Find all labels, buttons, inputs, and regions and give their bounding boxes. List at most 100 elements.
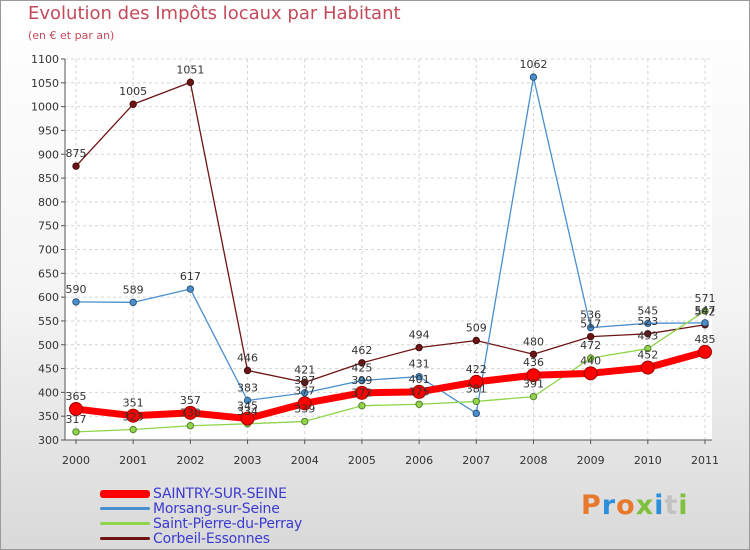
logo-letter: P xyxy=(581,490,602,521)
data-point-saintry-sur-seine xyxy=(698,344,712,359)
data-label-saint-pierre-du-perray: 571 xyxy=(695,292,716,305)
x-tick-label: 2011 xyxy=(691,454,719,467)
data-point-corbeil-essonnes xyxy=(586,332,595,341)
x-tick-label: 2000 xyxy=(62,454,90,467)
data-point-morsang-sur-seine xyxy=(72,298,80,306)
data-label-saintry-sur-seine: 485 xyxy=(695,333,716,346)
series xyxy=(69,73,712,436)
legend-label-saintry: SAINTRY-SUR-SEINE xyxy=(153,485,287,502)
data-label-saint-pierre-du-perray: 493 xyxy=(637,330,658,343)
data-point-saintry-sur-seine xyxy=(583,366,598,381)
data-point-morsang-sur-seine xyxy=(701,319,709,327)
data-point-saint-pierre-du-perray xyxy=(72,428,80,436)
data-label-morsang-sur-seine: 545 xyxy=(637,304,658,317)
data-point-corbeil-essonnes xyxy=(472,336,480,345)
data-point-corbeil-essonnes xyxy=(72,162,80,170)
chart-title: Evolution des Impôts locaux par Habitant xyxy=(28,3,401,24)
data-labels: 875 1005 1051 446 421 462 494 509 480 517 523 542 59… xyxy=(66,58,716,426)
data-label-corbeil-essonnes: 542 xyxy=(695,306,716,319)
data-label-corbeil-essonnes: 509 xyxy=(466,321,487,334)
data-point-saintry-sur-seine xyxy=(354,385,369,400)
data-point-morsang-sur-seine xyxy=(243,396,252,405)
legend-swatch-corbeil xyxy=(100,537,150,540)
data-point-saint-pierre-du-perray xyxy=(644,344,652,353)
legend-label-morsang: Morsang-sur-Seine xyxy=(153,500,280,517)
x-tick-label: 2009 xyxy=(577,454,605,467)
data-label-corbeil-essonnes: 517 xyxy=(580,318,601,331)
data-label-corbeil-essonnes: 462 xyxy=(351,344,372,357)
data-label-saintry-sur-seine: 365 xyxy=(66,390,87,403)
y-tick-label: 400 xyxy=(38,386,59,399)
legend-item-saint-pierre: Saint-Pierre-du-Perray xyxy=(100,515,303,532)
data-label-morsang-sur-seine: 425 xyxy=(351,361,372,374)
y-tick-label: 1100 xyxy=(31,53,59,66)
data-point-saintry-sur-seine xyxy=(526,368,541,383)
data-label-morsang-sur-seine: 431 xyxy=(409,358,430,371)
data-label-saint-pierre-du-perray: 339 xyxy=(294,402,315,415)
data-point-corbeil-essonnes xyxy=(243,366,252,375)
legend-label-corbeil: Corbeil-Essonnes xyxy=(153,530,270,547)
x-tick-label: 2003 xyxy=(234,454,262,467)
data-label-morsang-sur-seine: 590 xyxy=(66,283,87,296)
data-point-saint-pierre-du-perray xyxy=(701,307,709,315)
data-label-saint-pierre-du-perray: 472 xyxy=(580,339,601,352)
data-label-saintry-sur-seine: 357 xyxy=(180,394,201,407)
y-tick-label: 550 xyxy=(38,315,59,328)
legend-swatch-saint-pierre xyxy=(100,522,150,525)
data-point-saint-pierre-du-perray xyxy=(415,400,423,408)
y-tick-label: 800 xyxy=(38,196,59,209)
y-tick-label: 750 xyxy=(38,220,59,233)
data-label-saint-pierre-du-perray: 372 xyxy=(351,387,372,400)
y-tick-label: 650 xyxy=(38,267,59,280)
data-label-corbeil-essonnes: 875 xyxy=(66,147,87,160)
data-label-corbeil-essonnes: 480 xyxy=(523,335,544,348)
y-tick-label: 700 xyxy=(38,244,59,257)
data-point-corbeil-essonnes xyxy=(644,330,652,338)
x-tick-label: 2005 xyxy=(348,454,376,467)
data-point-morsang-sur-seine xyxy=(301,389,309,397)
y-tick-label: 300 xyxy=(38,434,59,447)
x-tick-label: 2002 xyxy=(176,454,204,467)
data-point-saintry-sur-seine xyxy=(183,405,198,420)
data-point-saintry-sur-seine xyxy=(412,384,427,399)
data-point-saintry-sur-seine xyxy=(126,408,141,423)
data-point-morsang-sur-seine xyxy=(358,376,366,385)
data-label-corbeil-essonnes: 1005 xyxy=(119,85,147,98)
data-label-morsang-sur-seine: 1062 xyxy=(519,58,547,71)
y-tick-label: 900 xyxy=(38,148,59,161)
x-tick-label: 2007 xyxy=(462,454,490,467)
data-label-saint-pierre-du-perray: 330 xyxy=(180,407,201,420)
legend-swatch-saintry xyxy=(100,489,150,498)
data-label-corbeil-essonnes: 1051 xyxy=(176,63,204,76)
y-tick-label: 450 xyxy=(38,363,59,376)
data-point-morsang-sur-seine xyxy=(586,323,595,332)
data-label-saintry-sur-seine: 351 xyxy=(123,397,144,410)
data-point-morsang-sur-seine xyxy=(472,409,480,418)
y-tick-label: 1000 xyxy=(31,101,59,114)
series-line-corbeil-essonnes xyxy=(75,81,706,384)
data-label-saint-pierre-du-perray: 334 xyxy=(237,405,258,418)
data-point-corbeil-essonnes xyxy=(186,78,195,87)
data-point-saintry-sur-seine xyxy=(469,374,484,389)
data-point-saint-pierre-du-perray xyxy=(301,417,309,426)
data-point-morsang-sur-seine xyxy=(529,73,538,81)
y-tick-label: 1050 xyxy=(31,77,59,90)
chart-subtitle: (en € et par an) xyxy=(28,29,115,42)
y-tick-label: 350 xyxy=(38,410,59,423)
data-label-morsang-sur-seine: 617 xyxy=(180,270,201,283)
grid xyxy=(65,58,712,441)
data-point-saint-pierre-du-perray xyxy=(529,392,538,401)
data-label-saint-pierre-du-perray: 323 xyxy=(123,411,144,424)
data-point-morsang-sur-seine xyxy=(415,372,423,381)
legend-label-saint-pierre: Saint-Pierre-du-Perray xyxy=(153,515,303,532)
data-label-saintry-sur-seine: 399 xyxy=(351,374,372,387)
data-label-saintry-sur-seine: 401 xyxy=(409,373,430,386)
data-point-corbeil-essonnes xyxy=(129,100,137,108)
y-tick-label: 850 xyxy=(38,172,59,185)
data-label-morsang-sur-seine: 397 xyxy=(294,374,315,387)
logo-letter: o xyxy=(616,490,636,521)
x-tick-label: 2010 xyxy=(634,454,662,467)
data-label-saintry-sur-seine: 345 xyxy=(237,400,258,413)
data-label-saint-pierre-du-perray: 317 xyxy=(66,413,87,426)
legend-item-corbeil: Corbeil-Essonnes xyxy=(100,530,270,547)
